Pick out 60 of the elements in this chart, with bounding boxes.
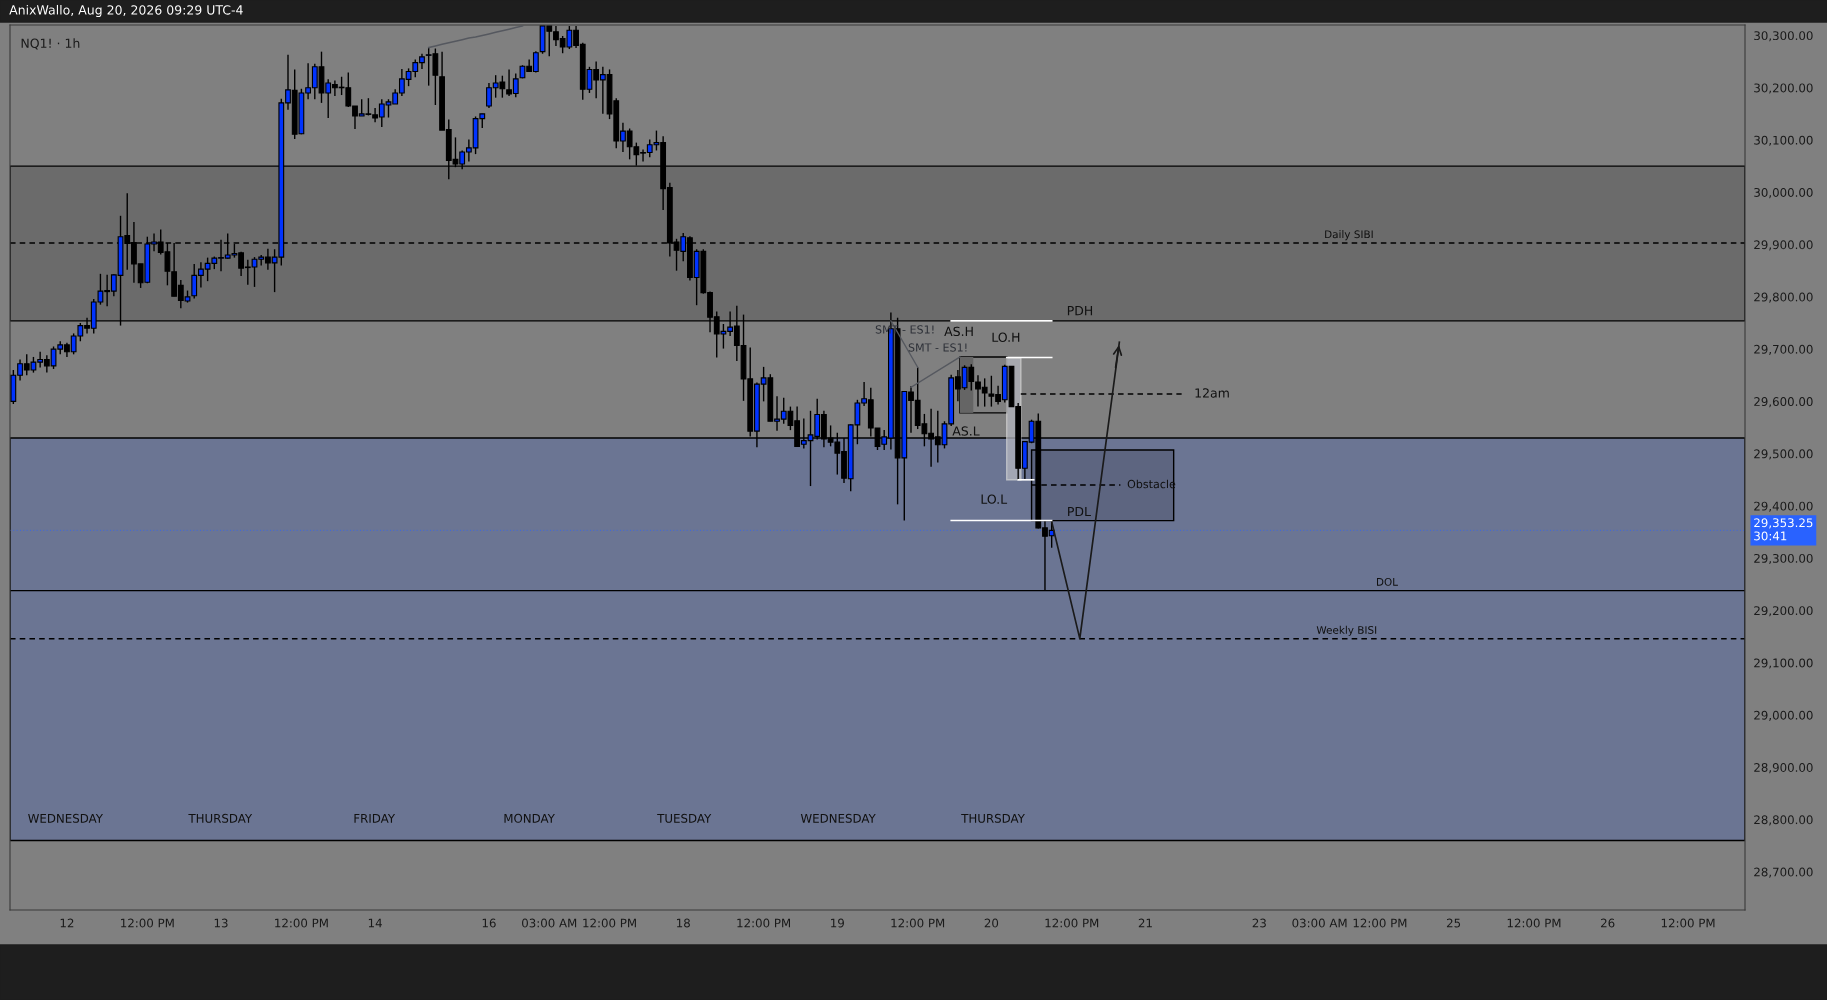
annotation: WEDNESDAY — [800, 813, 876, 823]
x-tick-label: 18 — [677, 918, 690, 928]
x-tick-label: 12:00 PM — [891, 918, 945, 928]
y-tick-label: 29,100.00 — [1754, 658, 1813, 669]
x-tick-label: 03:00 AM — [1292, 918, 1347, 928]
x-tick-label: 12 — [60, 918, 74, 928]
x-tick-label: 20 — [984, 918, 999, 928]
x-tick-label: 12:00 PM — [275, 918, 328, 928]
x-tick-label: 21 — [1138, 918, 1152, 928]
y-tick-label: 29,600.00 — [1754, 397, 1813, 408]
x-tick-label: 19 — [831, 918, 844, 928]
y-tick-label: 29,300.00 — [1754, 553, 1813, 565]
annotation: AS.H — [944, 326, 973, 337]
y-tick-label: 29,500.00 — [1754, 449, 1813, 460]
annotation: AS.L — [952, 426, 980, 436]
ref-line-label: Weekly BISI — [1316, 625, 1377, 636]
y-tick-label: 29,000.00 — [1754, 710, 1813, 721]
y-tick-label: 28,900.00 — [1754, 763, 1813, 774]
x-tick-label: 12:00 PM — [1661, 918, 1715, 928]
x-tick-label: 25 — [1446, 918, 1461, 928]
annotation: THURSDAY — [961, 813, 1025, 823]
annotation: FRIDAY — [354, 814, 396, 823]
x-tick-label: 12:00 PM — [737, 918, 791, 928]
ref-line-label: Daily SIBI — [1325, 230, 1373, 241]
x-tick-label: 23 — [1252, 918, 1266, 928]
annotation: THURSDAY — [188, 813, 253, 823]
x-tick-label: 12:00 PM — [1507, 918, 1561, 928]
y-tick-label: 29,400.00 — [1754, 501, 1813, 512]
y-tick-label: 30,300.00 — [1754, 31, 1813, 42]
y-tick-label: 30,100.00 — [1754, 135, 1813, 146]
annotation: LO.L — [981, 494, 1008, 504]
y-tick-label: 30,200.00 — [1754, 83, 1813, 94]
y-tick-label: 29,200.00 — [1754, 606, 1813, 617]
annotation: WEDNESDAY — [28, 813, 103, 823]
y-tick-label: 29,900.00 — [1754, 240, 1813, 251]
annotation: PDL — [1068, 506, 1091, 517]
x-tick-label: 14 — [368, 918, 382, 928]
x-tick-label: 26 — [1601, 918, 1615, 928]
x-tick-label: 12:00 PM — [1045, 918, 1099, 928]
text: NQ1! · 1h — [21, 38, 80, 50]
y-tick-label: 28,800.00 — [1754, 815, 1813, 826]
x-tick-label: 12:00 PM — [583, 918, 636, 928]
x-tick-label: 03:00 AM — [522, 918, 577, 928]
ref-line-label: DOL — [1377, 577, 1398, 586]
x-tick-label: 12:00 PM — [121, 918, 174, 928]
y-tick-label: 30,000.00 — [1754, 188, 1813, 199]
annotation: PDH — [1067, 306, 1093, 316]
annotation: LO.H — [992, 332, 1020, 342]
annotation: 12am — [1195, 388, 1229, 398]
x-tick-label: 12:00 PM — [1353, 918, 1407, 928]
annotation: MONDAY — [504, 813, 555, 823]
y-tick-label: 29,800.00 — [1754, 292, 1813, 303]
y-tick-label: 29,700.00 — [1754, 344, 1813, 355]
ref-line-label: 29,353.25 30:41 — [1754, 518, 1813, 541]
annotation: TUESDAY — [657, 813, 712, 823]
x-tick-label: 16 — [482, 918, 496, 928]
y-tick-label: 28,700.00 — [1754, 867, 1813, 878]
chart-subtitle: AnixWallo, Aug 20, 2026 09:29 UTC-4 — [9, 4, 243, 18]
annotation: SMT - ES1! — [908, 343, 967, 352]
x-tick-label: 13 — [214, 918, 228, 928]
